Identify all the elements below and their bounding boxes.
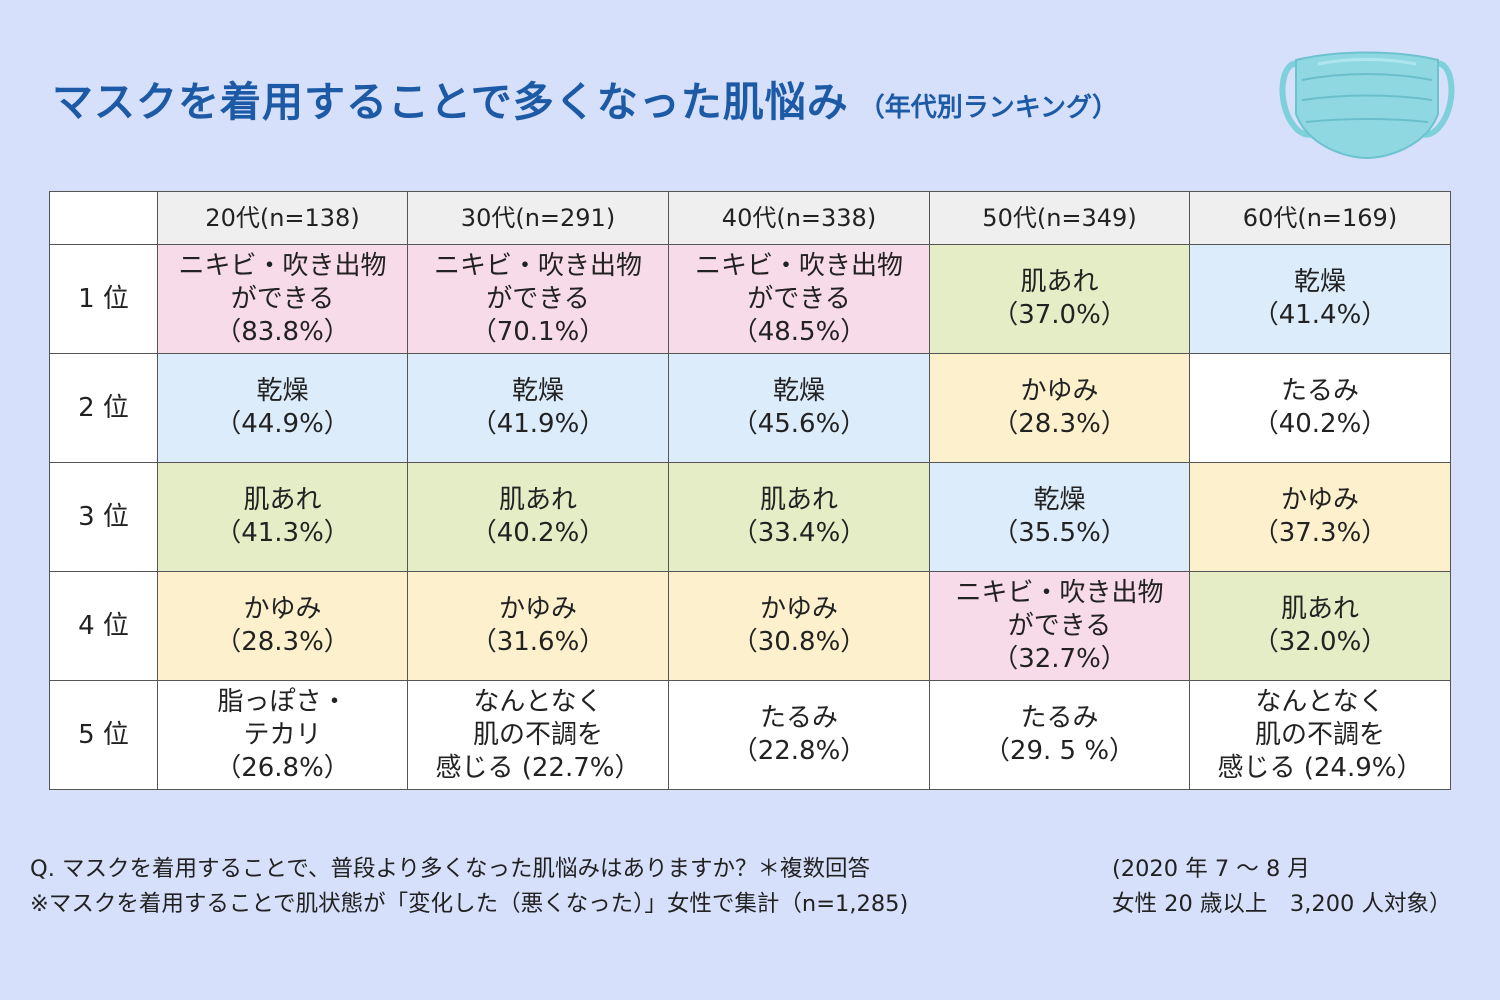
ranking-cell-text: ニキビ・吹き出物 ができる （83.8%） (178, 250, 387, 347)
footer-question-block: Q. マスクを着用することで、普段より多くなった肌悩みはありますか？＊複数回答 … (30, 852, 908, 922)
table-row: 3 位肌あれ （41.3%） 肌あれ （40.2%） 肌あれ （33.4%） 乾燥 （… (49, 462, 1451, 572)
ranking-cell-text: 乾燥 （45.6%） (731, 376, 867, 439)
ranking-cell: 乾燥 （35.5%） (929, 462, 1190, 572)
ranking-cell: 肌あれ （40.2%） (407, 462, 669, 572)
survey-period: (2020 年 7 〜 8 月 (1112, 856, 1310, 882)
ranking-cell: なんとなく 肌の不調を 感じる (22.7%） (407, 680, 669, 790)
ranking-cell: たるみ （40.2%） (1189, 353, 1451, 463)
ranking-cell: 乾燥 （44.9%） (157, 353, 408, 463)
table-row: 5 位脂っぽさ・ テカリ （26.8%） なんとなく 肌の不調を 感じる (22.… (49, 680, 1451, 790)
ranking-cell-text: 肌あれ （33.4%） (731, 485, 867, 548)
ranking-cell: 肌あれ （37.0%） (929, 244, 1190, 354)
ranking-cell-text: かゆみ （28.3%） (215, 594, 350, 657)
ranking-cell: 肌あれ （41.3%） (157, 462, 408, 572)
ranking-cell-text: かゆみ （37.3%） (1252, 485, 1388, 548)
ranking-cell: かゆみ （28.3%） (157, 571, 408, 681)
ranking-cell-text: かゆみ （28.3%） (992, 376, 1127, 439)
ranking-cell-text: 肌あれ （40.2%） (470, 485, 606, 548)
column-header: 40代(n=338) (668, 191, 930, 245)
ranking-cell: 肌あれ （33.4%） (668, 462, 930, 572)
ranking-cell-text: ニキビ・吹き出物 ができる （48.5%） (694, 250, 903, 347)
ranking-cell-text: 乾燥 （44.9%） (215, 376, 350, 439)
corner-cell (49, 191, 158, 245)
rank-label: 4 位 (49, 571, 158, 681)
ranking-cell: たるみ （22.8%） (668, 680, 930, 790)
ranking-cell: 肌あれ （32.0%） (1189, 571, 1451, 681)
ranking-cell: ニキビ・吹き出物 ができる （32.7%） (929, 571, 1190, 681)
ranking-cell: 乾燥 （45.6%） (668, 353, 930, 463)
ranking-cell-text: ニキビ・吹き出物 ができる （32.7%） (955, 577, 1164, 674)
ranking-cell-text: 乾燥 （41.4%） (1252, 267, 1388, 330)
header-row: 20代(n=138) 30代(n=291) 40代(n=338) 50代(n=3… (49, 191, 1451, 245)
ranking-cell-text: 肌あれ （41.3%） (215, 485, 350, 548)
ranking-cell-text: たるみ （29. 5 %） (983, 703, 1136, 766)
ranking-cell-text: 乾燥 （41.9%） (470, 376, 606, 439)
column-header: 60代(n=169) (1189, 191, 1451, 245)
ranking-cell: 乾燥 （41.4%） (1189, 244, 1451, 354)
title-main: マスクを着用することで多くなった肌悩み (52, 78, 849, 126)
ranking-cell-text: なんとなく 肌の不調を 感じる (22.7%） (435, 686, 641, 783)
face-mask-icon (1279, 51, 1455, 160)
ranking-cell: かゆみ （37.3%） (1189, 462, 1451, 572)
ranking-cell: なんとなく 肌の不調を 感じる (24.9%） (1189, 680, 1451, 790)
ranking-cell-text: ニキビ・吹き出物 ができる （70.1%） (433, 250, 642, 347)
ranking-body: 1 位ニキビ・吹き出物 ができる （83.8%） ニキビ・吹き出物 ができる （7… (49, 244, 1451, 790)
ranking-cell-text: たるみ （40.2%） (1252, 376, 1388, 439)
ranking-cell: たるみ （29. 5 %） (929, 680, 1190, 790)
ranking-cell: ニキビ・吹き出物 ができる （83.8%） (157, 244, 408, 354)
ranking-cell: ニキビ・吹き出物 ができる （70.1%） (407, 244, 669, 354)
ranking-cell: かゆみ （28.3%） (929, 353, 1190, 463)
rank-label: 1 位 (49, 244, 158, 354)
title-subtitle: （年代別ランキング） (858, 93, 1119, 123)
ranking-cell-text: 肌あれ （37.0%） (992, 267, 1127, 330)
ranking-cell: かゆみ （30.8%） (668, 571, 930, 681)
column-header: 30代(n=291) (407, 191, 669, 245)
rank-label: 5 位 (49, 680, 158, 790)
column-header: 20代(n=138) (157, 191, 408, 245)
survey-target: 女性 20 歳以上 3,200 人対象） (1112, 891, 1452, 917)
ranking-cell: ニキビ・吹き出物 ができる （48.5%） (668, 244, 930, 354)
ranking-cell-text: たるみ （22.8%） (731, 703, 867, 766)
aggregation-note: ※マスクを着用することで肌状態が「変化した（悪くなった）」女性で集計（n=1,2… (30, 891, 909, 917)
table-row: 4 位かゆみ （28.3%） かゆみ （31.6%） かゆみ （30.8%） ニキビ・… (49, 571, 1451, 681)
table-row: 1 位ニキビ・吹き出物 ができる （83.8%） ニキビ・吹き出物 ができる （7… (49, 244, 1451, 354)
table-row: 2 位乾燥 （44.9%） 乾燥 （41.9%） 乾燥 （45.6%） かゆみ （28… (49, 353, 1451, 463)
survey-question: Q. マスクを着用することで、普段より多くなった肌悩みはありますか？＊複数回答 (30, 856, 870, 882)
ranking-table: 20代(n=138) 30代(n=291) 40代(n=338) 50代(n=3… (49, 191, 1451, 790)
ranking-cell-text: 乾燥 （35.5%） (992, 485, 1127, 548)
column-header: 50代(n=349) (929, 191, 1190, 245)
rank-label: 2 位 (49, 353, 158, 463)
ranking-cell-text: なんとなく 肌の不調を 感じる (24.9%） (1217, 686, 1423, 783)
survey-info-block: (2020 年 7 〜 8 月 女性 20 歳以上 3,200 人対象） (1112, 852, 1452, 922)
page-title: マスクを着用することで多くなった肌悩み （年代別ランキング） (52, 68, 1118, 128)
rank-label: 3 位 (49, 462, 158, 572)
ranking-cell-text: かゆみ （30.8%） (731, 594, 867, 657)
ranking-cell: 乾燥 （41.9%） (407, 353, 669, 463)
ranking-cell-text: かゆみ （31.6%） (470, 594, 606, 657)
ranking-cell: 脂っぽさ・ テカリ （26.8%） (157, 680, 408, 790)
ranking-cell: かゆみ （31.6%） (407, 571, 669, 681)
ranking-cell-text: 脂っぽさ・ テカリ （26.8%） (215, 686, 350, 783)
ranking-cell-text: 肌あれ （32.0%） (1252, 594, 1388, 657)
